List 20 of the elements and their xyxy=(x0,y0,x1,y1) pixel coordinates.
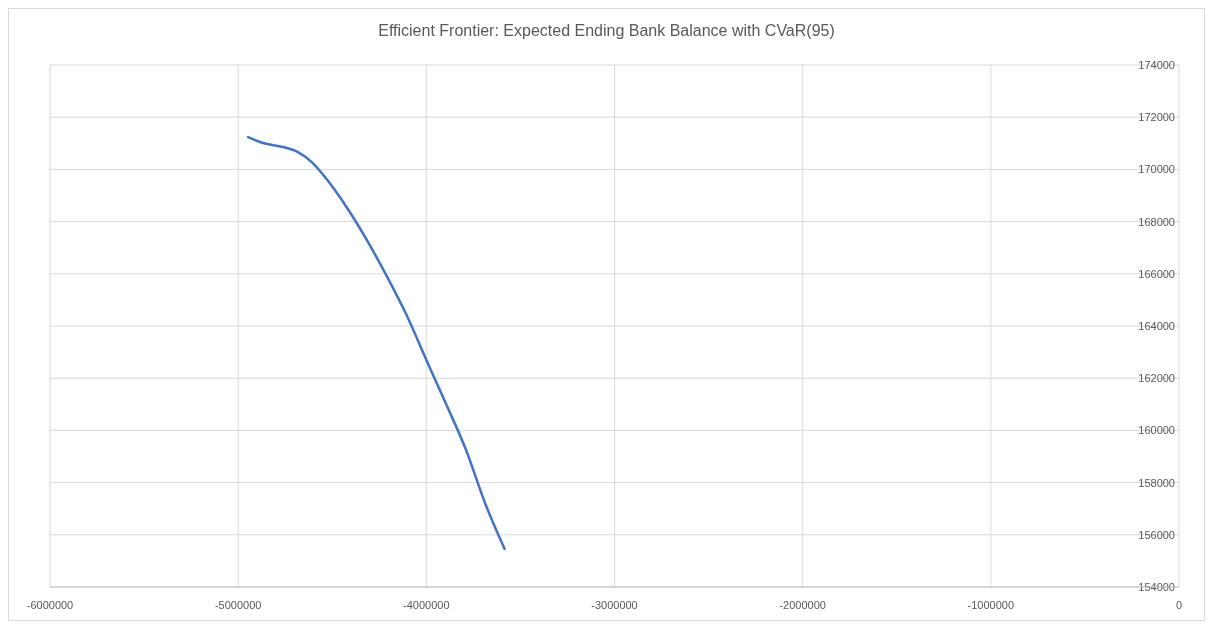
chart-title: Efficient Frontier: Expected Ending Bank Balance with CVaR(95) xyxy=(378,22,835,39)
y-tick-label: 158000 xyxy=(1138,476,1175,489)
x-tick-label: -1000000 xyxy=(967,599,1015,611)
y-tick-label: 174000 xyxy=(1138,59,1175,71)
y-tick-label: 160000 xyxy=(1138,424,1175,437)
x-tick-label: -6000000 xyxy=(26,599,74,611)
y-tick-label: 164000 xyxy=(1138,320,1175,332)
line-series xyxy=(246,135,506,551)
y-tick-label: 170000 xyxy=(1138,163,1175,176)
y-tick-label: 166000 xyxy=(1138,267,1175,280)
x-tick-label: -3000000 xyxy=(591,599,638,611)
x-tick-label: -4000000 xyxy=(403,599,450,611)
x-tick-label: -5000000 xyxy=(214,599,262,611)
y-tick-label: 156000 xyxy=(1138,528,1175,541)
x-tick-label: 0 xyxy=(1175,599,1183,611)
x-tick-label: -2000000 xyxy=(779,599,826,611)
y-tick-label: 162000 xyxy=(1138,372,1175,385)
y-tick-label: 168000 xyxy=(1138,215,1175,228)
y-tick-label: 172000 xyxy=(1138,111,1175,124)
y-tick-label: 154000 xyxy=(1138,581,1175,593)
